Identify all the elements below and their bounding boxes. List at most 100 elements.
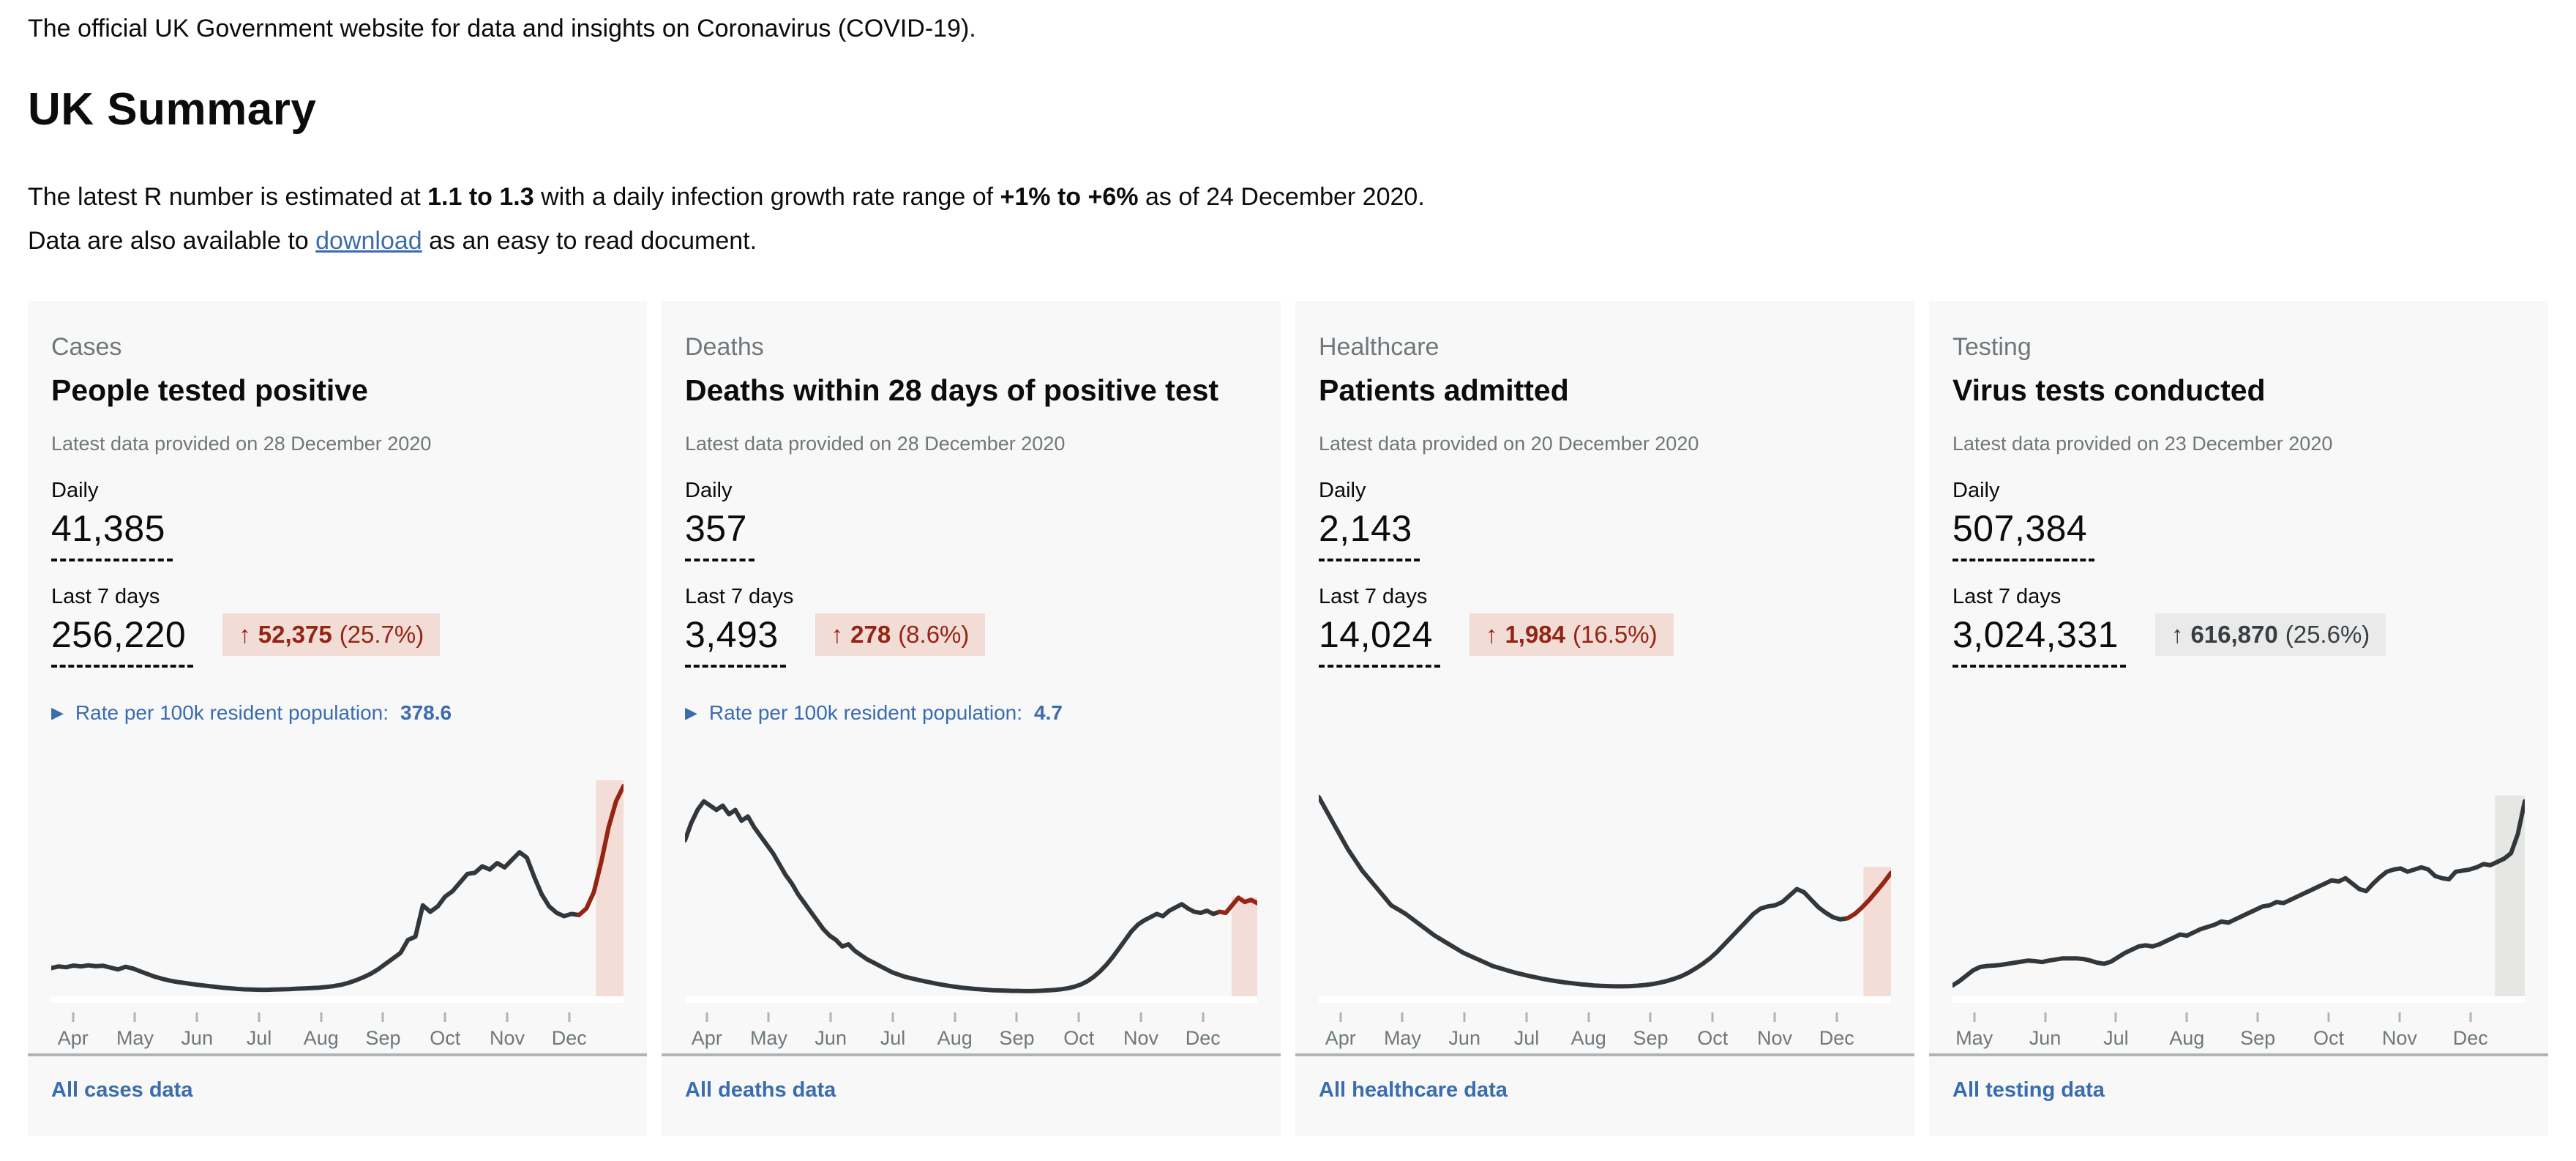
rate-value: 4.7: [1034, 701, 1063, 724]
expander-triangle-icon: ▶: [685, 703, 697, 722]
x-axis-tick: [443, 1012, 446, 1022]
r-line-prefix: The latest R number is estimated at: [28, 182, 428, 211]
growth-range-value: +1% to +6%: [1000, 182, 1139, 211]
x-axis-tick: [1139, 1012, 1142, 1022]
sparkline-svg: [1319, 794, 1891, 1003]
x-axis-label: May: [749, 1026, 787, 1049]
x-axis-label: Nov: [1123, 1026, 1158, 1049]
change-value: 278: [850, 620, 891, 648]
x-axis-tick: [1339, 1012, 1342, 1022]
x-axis-label: Sep: [365, 1026, 401, 1049]
latest-data-note: Latest data provided on 28 December 2020: [685, 432, 1066, 455]
x-axis-label: Dec: [1185, 1026, 1221, 1049]
x-axis-tick: [1649, 1012, 1652, 1022]
all-cases-data-link[interactable]: All cases data: [51, 1078, 193, 1102]
last7-highlight-band: [596, 780, 624, 996]
card-testing-body: Testing Virus tests conducted Latest dat…: [1929, 301, 2548, 1053]
rate-per-100k-toggle[interactable]: ▶ Rate per 100k resident population: 4.7: [685, 701, 1257, 725]
x-axis-label: Oct: [1063, 1026, 1095, 1049]
x-axis-label: Aug: [937, 1026, 973, 1049]
last7-value: 3,024,331: [1952, 611, 2126, 668]
x-axis-label: Dec: [1819, 1026, 1854, 1049]
card-healthcare-body: Healthcare Patients admitted Latest data…: [1295, 301, 1914, 1053]
x-axis-label: Jul: [880, 1026, 906, 1049]
latest-data-note: Latest data provided on 28 December 2020: [51, 432, 432, 455]
x-axis-tick: [1711, 1012, 1714, 1022]
last7-label: Last 7 days: [685, 584, 794, 608]
all-deaths-data-link[interactable]: All deaths data: [685, 1078, 836, 1102]
change-badge: ↑ 278 (8.6%): [815, 613, 986, 656]
x-axis-tick: [258, 1012, 261, 1022]
x-axis-tick: [2256, 1012, 2259, 1022]
card-category: Deaths: [685, 332, 764, 361]
download-link[interactable]: download: [315, 226, 422, 255]
x-axis-baseline: [685, 996, 1257, 1003]
intro-block: The latest R number is estimated at 1.1 …: [28, 175, 2548, 263]
x-axis: Apr May Jun Jul Aug Sep Oct Nov Dec: [1319, 1007, 1891, 1053]
x-axis-tick: [72, 1012, 75, 1022]
x-axis-tick: [2327, 1012, 2330, 1022]
x-axis-tick: [1973, 1012, 1976, 1022]
x-axis-label: Sep: [999, 1026, 1035, 1049]
x-axis-tick: [1835, 1012, 1838, 1022]
card-footer: All cases data: [28, 1053, 647, 1136]
daily-value: 41,385: [51, 504, 173, 561]
x-axis-tick: [2398, 1012, 2401, 1022]
change-value: 1,984: [1505, 620, 1566, 648]
last7-label: Last 7 days: [1952, 584, 2062, 608]
x-axis-tick: [2114, 1012, 2117, 1022]
last7-value: 14,024: [1319, 611, 1440, 668]
deaths-sparkline: Apr May Jun Jul Aug Sep Oct Nov Dec: [685, 772, 1257, 1053]
x-axis-tick: [2044, 1012, 2047, 1022]
x-axis-tick: [891, 1012, 894, 1022]
all-healthcare-data-link[interactable]: All healthcare data: [1319, 1078, 1508, 1102]
x-axis-label: Aug: [1570, 1026, 1606, 1049]
x-axis-tick: [381, 1012, 384, 1022]
x-axis-label: Oct: [2313, 1026, 2344, 1049]
rate-per-100k-toggle[interactable]: ▶ Rate per 100k resident population: 378…: [51, 701, 624, 725]
daily-label: Daily: [51, 478, 99, 502]
x-axis-label: Jul: [2103, 1026, 2129, 1049]
x-axis-baseline: [51, 996, 624, 1003]
x-axis-label: Nov: [2381, 1026, 2417, 1049]
x-axis: Apr May Jun Jul Aug Sep Oct Nov Dec: [685, 1007, 1257, 1053]
change-percent: (16.5%): [1573, 620, 1658, 648]
change-value: 52,375: [258, 620, 332, 648]
expander-triangle-icon: ▶: [51, 703, 64, 722]
card-deaths: Deaths Deaths within 28 days of positive…: [662, 300, 1281, 1136]
card-cases: Cases People tested positive Latest data…: [28, 300, 647, 1136]
up-arrow-icon: ↑: [239, 620, 251, 648]
daily-value: 357: [685, 504, 755, 561]
card-footer: All testing data: [1929, 1053, 2548, 1136]
up-arrow-icon: ↑: [831, 620, 844, 648]
x-axis-baseline: [1952, 996, 2525, 1003]
summary-cards: Cases People tested positive Latest data…: [28, 300, 2548, 1136]
card-footer: All deaths data: [662, 1053, 1281, 1136]
change-badge: ↑ 52,375 (25.7%): [222, 613, 441, 656]
x-axis-label: May: [1955, 1026, 1993, 1049]
last7-label: Last 7 days: [51, 584, 160, 608]
trend-line-recent: [577, 783, 624, 917]
all-testing-data-link[interactable]: All testing data: [1952, 1078, 2105, 1102]
page-title: UK Summary: [28, 83, 317, 135]
daily-value: 507,384: [1952, 504, 2095, 561]
x-axis-tick: [2185, 1012, 2188, 1022]
x-axis-label: Oct: [1697, 1026, 1729, 1049]
trend-line-recent: [1845, 870, 1891, 920]
latest-data-note: Latest data provided on 23 December 2020: [1952, 432, 2333, 455]
trend-line: [51, 849, 582, 992]
last7-value: 3,493: [685, 611, 786, 668]
download-line: Data are also available to download as a…: [28, 219, 2548, 263]
trend-line: [1952, 799, 2525, 988]
testing-sparkline: May Jun Jul Aug Sep Oct Nov Dec: [1952, 772, 2525, 1053]
x-axis-label: Jun: [2029, 1026, 2062, 1049]
daily-value: 2,143: [1319, 504, 1420, 561]
x-axis-label: Aug: [303, 1026, 339, 1049]
daily-label: Daily: [1319, 478, 1366, 502]
x-axis-tick: [1401, 1012, 1404, 1022]
x-axis-tick: [1773, 1012, 1776, 1022]
r-line-middle: with a daily infection growth rate range…: [533, 182, 1000, 211]
x-axis-tick: [506, 1012, 509, 1022]
x-axis-label: Dec: [551, 1026, 587, 1049]
change-percent: (8.6%): [898, 620, 970, 648]
